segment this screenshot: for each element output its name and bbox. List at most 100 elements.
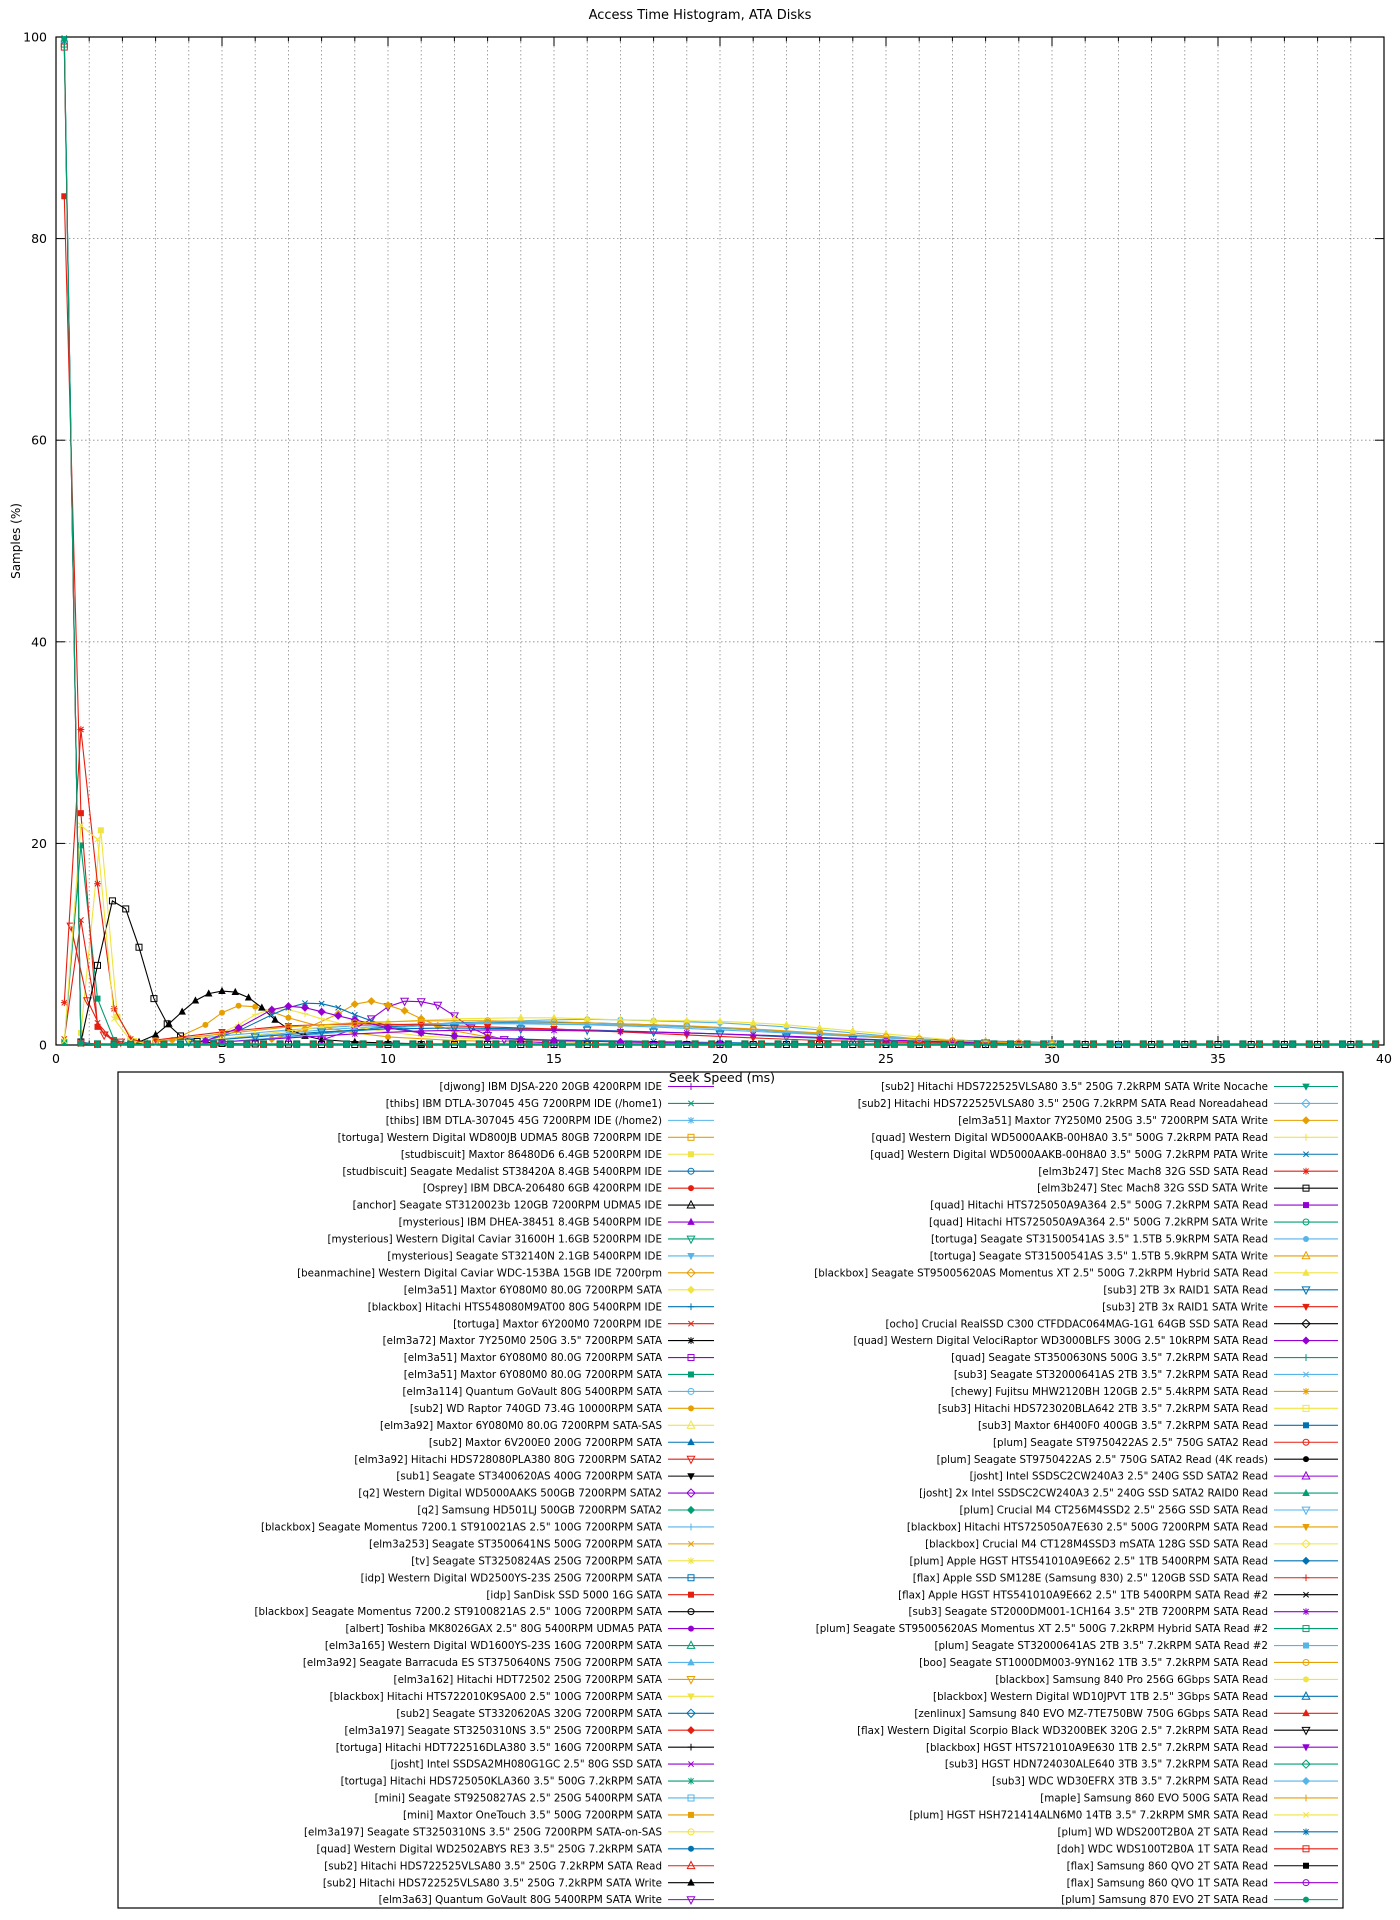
legend-row: [flax] Samsung 860 QVO 2T SATA Read	[1067, 1860, 1338, 1872]
legend-row: [flax] Western Digital Scorpio Black WD3…	[857, 1725, 1338, 1737]
legend-row: [tortuga] Seagate ST31500541AS 3.5" 1.5T…	[930, 1251, 1338, 1263]
svg-text:[mini] Maxtor OneTouch 3.5" 50: [mini] Maxtor OneTouch 3.5" 500G 7200RPM…	[403, 1810, 662, 1822]
legend-row: [blackbox] Western Digital WD10JPVT 1TB …	[933, 1691, 1338, 1703]
legend-row: [flax] Apple HGST HTS541010A9E662 2.5" 1…	[898, 1589, 1338, 1601]
svg-text:[blackbox] Hitachi HTS548080M9: [blackbox] Hitachi HTS548080M9AT00 80G 5…	[368, 1301, 662, 1313]
svg-text:[blackbox] Crucial M4 CT128M4S: [blackbox] Crucial M4 CT128M4SSD3 mSATA …	[925, 1538, 1268, 1550]
svg-text:[flax] Apple HGST HTS541010A9E: [flax] Apple HGST HTS541010A9E662 2.5" 1…	[898, 1589, 1268, 1601]
legend-row: [maple] Samsung 860 EVO 500G SATA Read	[1040, 1793, 1338, 1805]
svg-text:[elm3a51] Maxtor 6Y080M0 80.0G: [elm3a51] Maxtor 6Y080M0 80.0G 7200RPM S…	[404, 1352, 662, 1364]
legend-row: [elm3a92] Hitachi HDS728080PLA380 80G 72…	[354, 1454, 714, 1466]
svg-text:[sub3] Hitachi HDS723020BLA642: [sub3] Hitachi HDS723020BLA642 2TB 3.5" …	[938, 1403, 1268, 1415]
legend-row: [sub2] Hitachi HDS722525VLSA80 3.5" 250G…	[858, 1098, 1338, 1110]
grid	[57, 38, 1383, 1044]
legend-row: [elm3a165] Western Digital WD1600YS-23S …	[325, 1640, 714, 1652]
svg-text:[plum] Seagate ST95005620AS Mo: [plum] Seagate ST95005620AS Momentus XT …	[816, 1623, 1268, 1635]
legend-row: [elm3a51] Maxtor 6Y080M0 80.0G 7200RPM S…	[404, 1369, 714, 1381]
svg-text:[quad] Western Digital WD2502A: [quad] Western Digital WD2502ABYS RE3 3.…	[317, 1843, 662, 1855]
svg-text:[sub3] Seagate ST32000641AS 2T: [sub3] Seagate ST32000641AS 2TB 3.5" 7.2…	[954, 1369, 1268, 1381]
legend-row: [sub3] 2TB 3x RAID1 SATA Read	[1103, 1284, 1338, 1296]
legend-row: [sub1] Seagate ST3400620AS 400G 7200RPM …	[396, 1471, 714, 1483]
legend-row: [mini] Seagate ST9250827AS 2.5" 250G 540…	[375, 1793, 714, 1805]
legend-row: [studbiscuit] Seagate Medalist ST38420A …	[342, 1166, 714, 1178]
svg-text:[plum] Crucial M4 CT256M4SSD2: [plum] Crucial M4 CT256M4SSD2 2.5" 256G …	[960, 1505, 1269, 1517]
svg-text:[q2] Samsung HD501LJ 500GB 720: [q2] Samsung HD501LJ 500GB 7200RPM SATA2	[417, 1505, 662, 1517]
x-tick-labels: 0 5 10 15 20 25 30 35 40	[52, 1051, 1392, 1066]
svg-text:[blackbox] HGST HTS721010A9E63: [blackbox] HGST HTS721010A9E630 1TB 2.5"…	[926, 1742, 1268, 1754]
legend-row: [tv] Seagate ST3250824AS 250G 7200RPM SA…	[411, 1555, 714, 1567]
legend-row: [elm3b247] Stec Mach8 32G SSD SATA Read	[1038, 1166, 1338, 1178]
legend-row: [sub3] Seagate ST32000641AS 2TB 3.5" 7.2…	[954, 1369, 1338, 1381]
legend-row: [elm3a51] Maxtor 6Y080M0 80.0G 7200RPM S…	[404, 1284, 714, 1296]
series-64	[201, 1002, 725, 1048]
svg-text:[sub2] Seagate ST3320620AS 320: [sub2] Seagate ST3320620AS 320G 7200RPM …	[396, 1708, 662, 1720]
legend-row: [quad] Hitachi HTS725050A9A364 2.5" 500G…	[930, 1200, 1338, 1212]
svg-text:[studbiscuit] Seagate Medalist: [studbiscuit] Seagate Medalist ST38420A …	[342, 1166, 662, 1178]
svg-text:[boo] Seagate ST1000DM003-9YN1: [boo] Seagate ST1000DM003-9YN162 1TB 3.5…	[919, 1657, 1268, 1669]
svg-text:[plum] Seagate ST9750422AS 2.5: [plum] Seagate ST9750422AS 2.5" 750G SAT…	[937, 1454, 1268, 1466]
svg-text:[zenlinux] Samsung 840 EVO MZ-: [zenlinux] Samsung 840 EVO MZ-7TE750BW 7…	[914, 1708, 1268, 1720]
legend-row: [flax] Samsung 860 QVO 1T SATA Read	[1067, 1877, 1338, 1889]
svg-text:[sub2] Hitachi HDS722525VLSA80: [sub2] Hitachi HDS722525VLSA80 3.5" 250G…	[323, 1877, 662, 1889]
legend-row: [blackbox] Seagate Momentus 7200.2 ST910…	[254, 1606, 714, 1618]
legend-row: [sub2] WD Raptor 740GD 73.4G 10000RPM SA…	[410, 1403, 714, 1415]
legend-row: [Osprey] IBM DBCA-206480 6GB 4200RPM IDE	[423, 1183, 714, 1195]
svg-text:[Osprey] IBM DBCA-206480 6GB 4: [Osprey] IBM DBCA-206480 6GB 4200RPM IDE	[423, 1183, 662, 1195]
legend-row: [boo] Seagate ST1000DM003-9YN162 1TB 3.5…	[919, 1657, 1338, 1669]
svg-text:[chewy] Fujitsu MHW2120BH 120G: [chewy] Fujitsu MHW2120BH 120GB 2.5" 5.4…	[951, 1386, 1268, 1398]
svg-text:25: 25	[878, 1051, 894, 1066]
y-tick-labels: 0 20 40 60 80 100	[23, 30, 47, 1053]
legend-row: [quad] Western Digital WD5000AAKB-00H8A0…	[872, 1132, 1338, 1144]
svg-text:[tv] Seagate ST3250824AS 250G: [tv] Seagate ST3250824AS 250G 7200RPM SA…	[411, 1555, 662, 1567]
legend-row: [idp] Western Digital WD2500YS-23S 250G …	[361, 1572, 714, 1584]
legend-row: [mysterious] Seagate ST32140N 2.1GB 5400…	[387, 1251, 714, 1263]
svg-text:[sub3] Maxtor 6H400F0 400GB 3.: [sub3] Maxtor 6H400F0 400GB 3.5" 7.2kRPM…	[978, 1420, 1268, 1432]
legend-row: [chewy] Fujitsu MHW2120BH 120GB 2.5" 5.4…	[951, 1386, 1338, 1398]
legend-row: [tortuga] Maxtor 6Y200M0 7200RPM IDE	[453, 1318, 714, 1330]
svg-text:[elm3a197] Seagate ST3250310NS: [elm3a197] Seagate ST3250310NS 3.5" 250G…	[304, 1826, 662, 1838]
legend-row: [tortuga] Hitachi HDS725050KLA360 3.5" 5…	[341, 1776, 714, 1788]
svg-text:[blackbox] Western Digital WD1: [blackbox] Western Digital WD10JPVT 1TB …	[933, 1691, 1268, 1703]
svg-text:[anchor] Seagate ST3120023b 12: [anchor] Seagate ST3120023b 120GB 7200RP…	[353, 1200, 662, 1212]
legend-row: [mysterious] IBM DHEA-38451 8.4GB 5400RP…	[399, 1217, 714, 1229]
svg-text:[elm3a72] Maxtor 7Y250M0 250G: [elm3a72] Maxtor 7Y250M0 250G 3.5" 7200R…	[383, 1335, 662, 1347]
legend-row: [elm3a197] Seagate ST3250310NS 3.5" 250G…	[304, 1826, 714, 1838]
svg-text:[blackbox] Samsung 840 Pro 256: [blackbox] Samsung 840 Pro 256G 6Gbps SA…	[995, 1674, 1268, 1686]
legend-row: [elm3a72] Maxtor 7Y250M0 250G 3.5" 7200R…	[383, 1335, 714, 1347]
legend-row: [albert] Toshiba MK8026GAX 2.5" 80G 5400…	[345, 1623, 714, 1635]
svg-text:[flax] Apple SSD SM128E (Samsu: [flax] Apple SSD SM128E (Samsung 830) 2.…	[913, 1572, 1268, 1584]
legend-row: [blackbox] Hitachi HTS722010K9SA00 2.5" …	[330, 1691, 714, 1703]
series-81	[60, 40, 1380, 1048]
svg-text:60: 60	[31, 433, 47, 448]
legend-row: [sub2] Hitachi HDS722525VLSA80 3.5" 250G…	[324, 1860, 714, 1872]
svg-text:[sub3] HGST HDN724030ALE640 3T: [sub3] HGST HDN724030ALE640 3TB 3.5" 7.2…	[945, 1759, 1268, 1771]
svg-text:35: 35	[1210, 1051, 1226, 1066]
svg-text:20: 20	[31, 836, 47, 851]
svg-text:[sub3] 2TB 3x RAID1 SATA Read: [sub3] 2TB 3x RAID1 SATA Read	[1103, 1284, 1268, 1296]
svg-text:[studbiscuit] Maxtor 86480D6 6: [studbiscuit] Maxtor 86480D6 6.4GB 5200R…	[401, 1149, 662, 1161]
series-92	[61, 822, 151, 1047]
legend-box: [djwong] IBM DJSA-220 20GB 4200RPM IDE [t…	[117, 1071, 1344, 1909]
svg-text:[elm3b247] Stec Mach8 32G SSD: [elm3b247] Stec Mach8 32G SSD SATA Write	[1037, 1183, 1268, 1195]
svg-text:[blackbox] Hitachi HTS722010K9: [blackbox] Hitachi HTS722010K9SA00 2.5" …	[330, 1691, 662, 1703]
series-group	[60, 35, 1380, 1050]
legend-row: [flax] Apple SSD SM128E (Samsung 830) 2.…	[913, 1572, 1338, 1584]
legend-row: [quad] Western Digital WD2502ABYS RE3 3.…	[317, 1843, 714, 1855]
svg-text:[q2] Western Digital WD5000AAK: [q2] Western Digital WD5000AAKS 500GB 72…	[358, 1488, 662, 1500]
legend-row: [sub2] Hitachi HDS722525VLSA80 3.5" 250G…	[323, 1877, 714, 1889]
legend-row: [idp] SanDisk SSD 5000 16G SATA	[486, 1589, 714, 1601]
legend-row: [josht] Intel SSDSC2CW240A3 2.5" 240G SS…	[970, 1471, 1338, 1483]
svg-text:[plum] WD WDS200T2B0A 2T SATA: [plum] WD WDS200T2B0A 2T SATA Read	[1058, 1826, 1268, 1838]
svg-text:[elm3a114] Quantum GoVault 80G: [elm3a114] Quantum GoVault 80G 5400RPM S…	[403, 1386, 663, 1398]
legend-row: [elm3a114] Quantum GoVault 80G 5400RPM S…	[403, 1386, 714, 1398]
svg-text:[quad] Western Digital WD5000A: [quad] Western Digital WD5000AAKB-00H8A0…	[872, 1132, 1269, 1144]
svg-text:20: 20	[712, 1051, 728, 1066]
legend-row: [plum] Samsung 870 EVO 2T SATA Read	[1061, 1894, 1338, 1906]
svg-text:[flax] Samsung 860 QVO 2T SATA: [flax] Samsung 860 QVO 2T SATA Read	[1067, 1860, 1268, 1872]
svg-text:0: 0	[52, 1051, 60, 1066]
legend-row: [zenlinux] Samsung 840 EVO MZ-7TE750BW 7…	[914, 1708, 1338, 1720]
svg-text:[quad] Western Digital WD5000A: [quad] Western Digital WD5000AAKB-00H8A0…	[870, 1149, 1268, 1161]
svg-text:[elm3a92] Seagate Barracuda ES: [elm3a92] Seagate Barracuda ES ST3750640…	[303, 1657, 662, 1669]
svg-text:[ocho] Crucial RealSSD C300 CT: [ocho] Crucial RealSSD C300 CTFDDAC064MA…	[885, 1318, 1268, 1330]
